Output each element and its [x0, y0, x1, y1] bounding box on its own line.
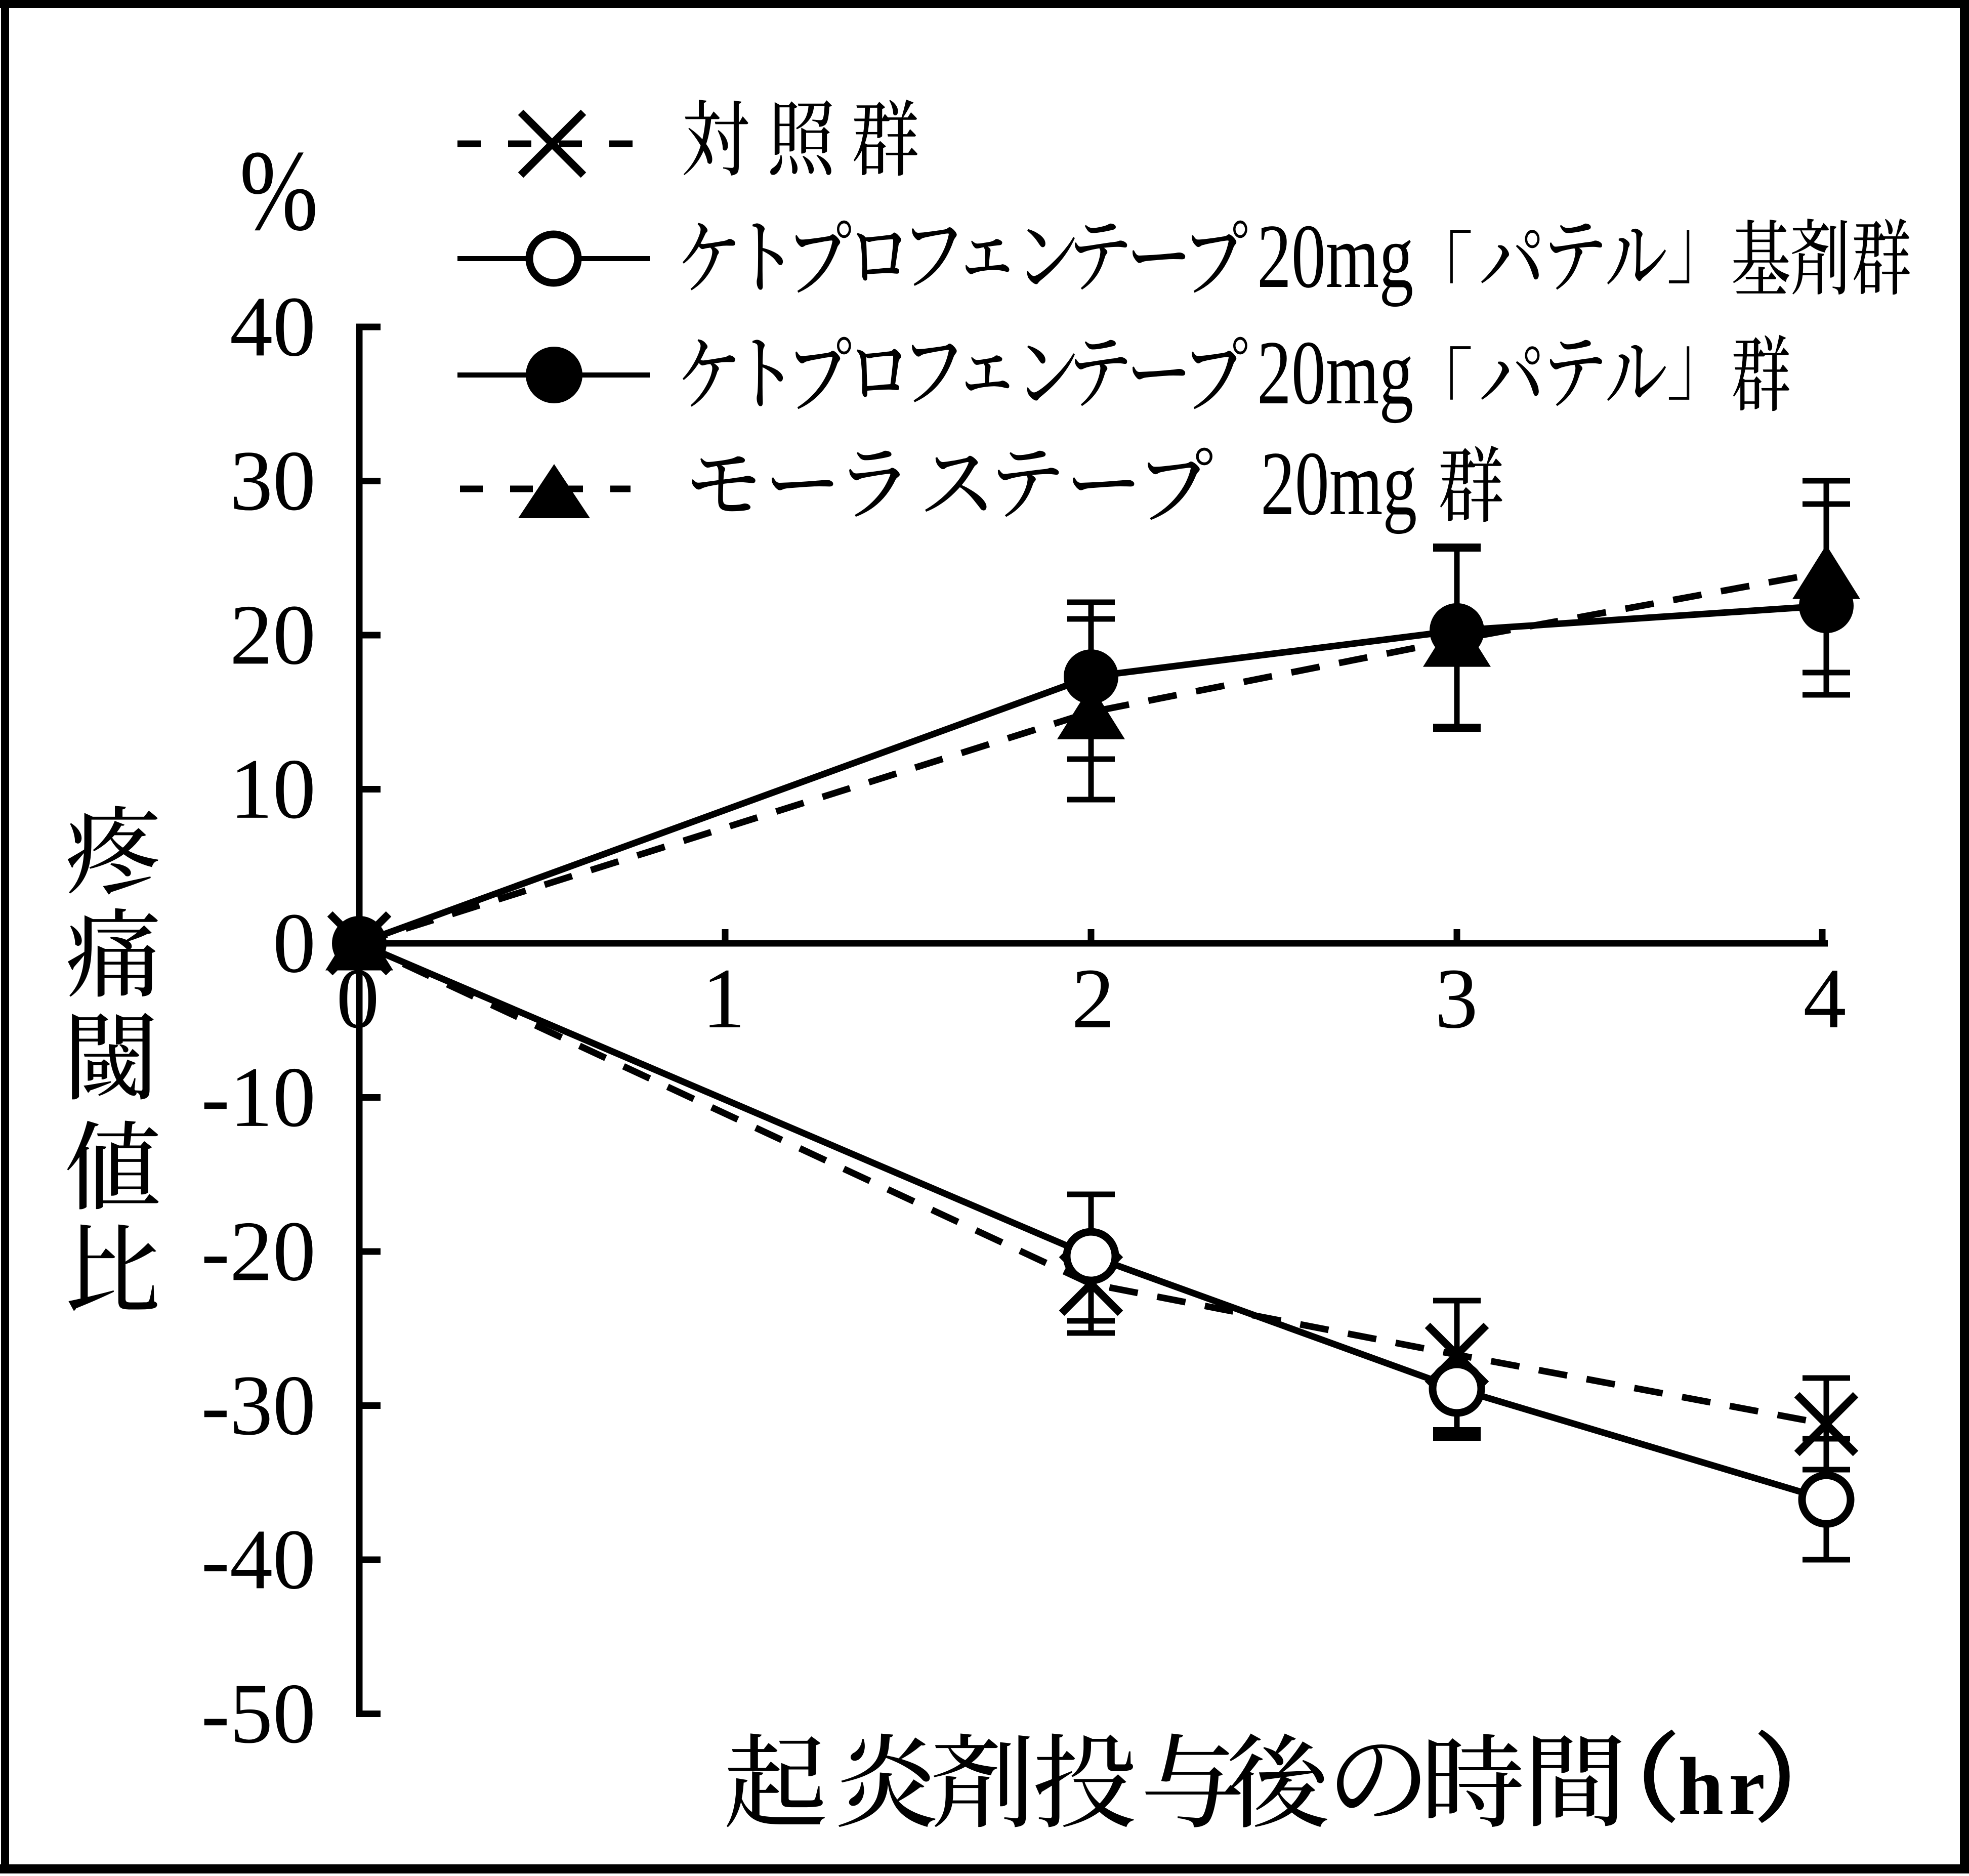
svg-text:1: 1 [702, 951, 745, 1046]
svg-text:20mg: 20mg [1261, 432, 1417, 534]
svg-text:-30: -30 [201, 1358, 316, 1453]
svg-text:20mg: 20mg [1257, 205, 1413, 307]
svg-text:-40: -40 [201, 1512, 316, 1607]
svg-text:40: 40 [230, 279, 316, 374]
svg-text:10: 10 [230, 741, 316, 837]
svg-text:20mg: 20mg [1257, 321, 1413, 423]
svg-text:-50: -50 [201, 1666, 316, 1761]
svg-text:%: % [239, 127, 318, 255]
svg-text:-20: -20 [201, 1203, 316, 1299]
svg-text:2: 2 [1072, 951, 1115, 1046]
svg-text:hr: hr [1678, 1741, 1770, 1832]
svg-text:4: 4 [1804, 951, 1847, 1046]
svg-text:3: 3 [1435, 951, 1478, 1046]
svg-text:0: 0 [273, 895, 316, 990]
svg-text:30: 30 [230, 433, 316, 528]
svg-text:-10: -10 [201, 1050, 316, 1145]
svg-text:20: 20 [230, 587, 316, 682]
